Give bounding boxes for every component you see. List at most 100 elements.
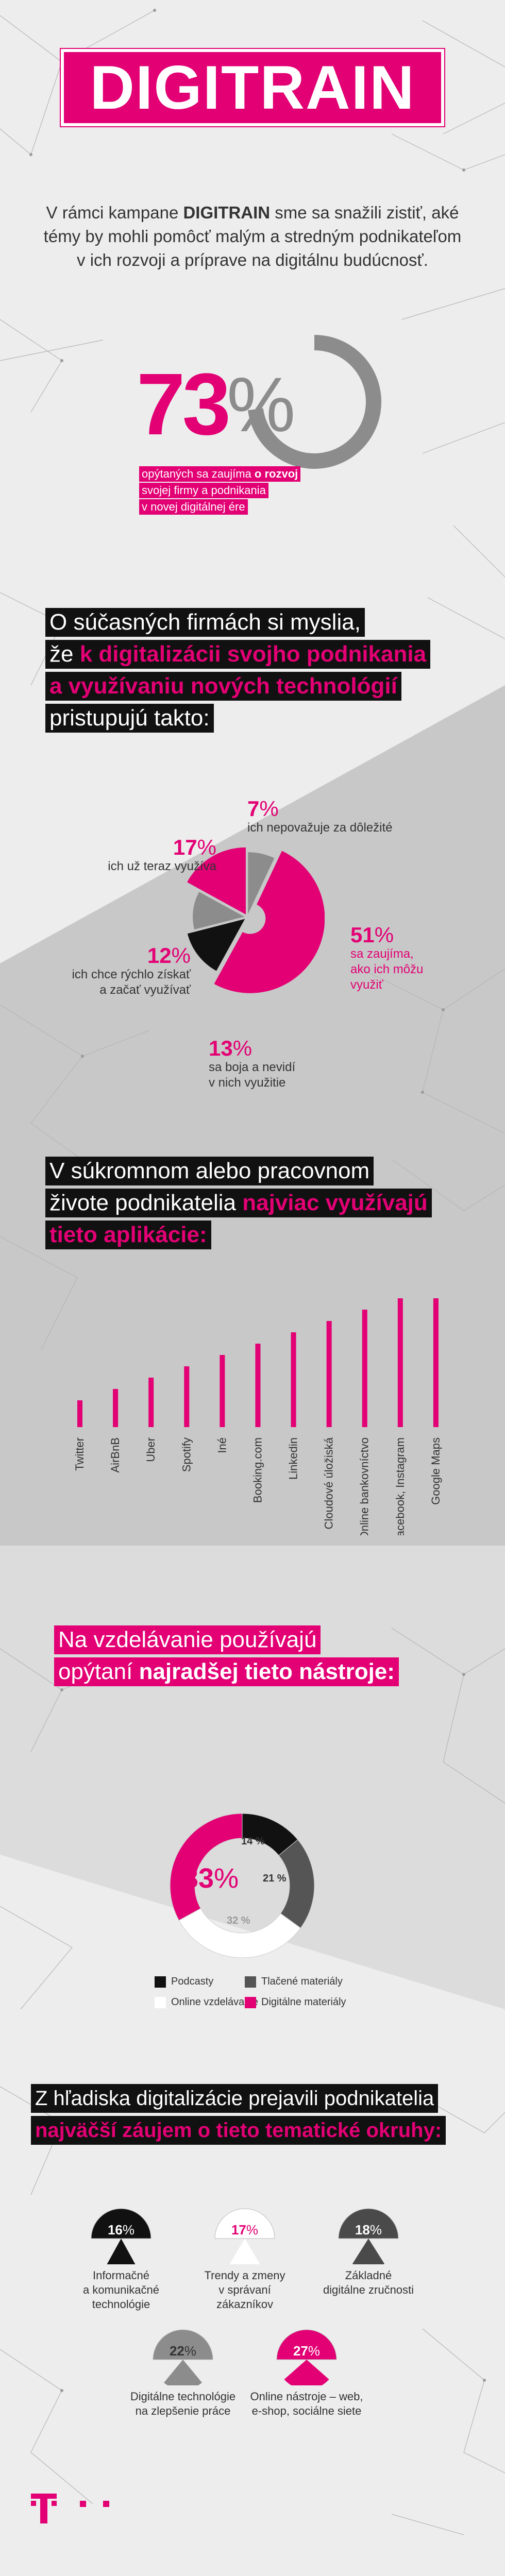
intro-bold: DIGITRAIN bbox=[183, 203, 271, 222]
topic-icon-18: 18% bbox=[338, 2208, 399, 2264]
bar-label-2: Uber bbox=[144, 1437, 157, 1462]
topic-label-22: Digitálne technológie na zlepšenie práce bbox=[130, 2390, 236, 2417]
title-banner: DIGITRAIN bbox=[61, 49, 444, 126]
pie-label-12: 12% ich chce rýchlo získať a začať využí… bbox=[72, 943, 191, 997]
topic-16: 16% Informačné a komunikačné technológie bbox=[59, 2208, 183, 2312]
intro-text: V rámci kampane DIGITRAIN sme sa snažili… bbox=[41, 201, 464, 272]
stat-percent-sign: % bbox=[227, 361, 296, 448]
topic-top-22 bbox=[153, 2329, 213, 2360]
topic-wedge-18 bbox=[352, 2239, 385, 2264]
bar-4 bbox=[220, 1355, 225, 1427]
pie-chart bbox=[187, 847, 325, 993]
bar-10 bbox=[433, 1298, 439, 1427]
topic-wedge-16 bbox=[107, 2239, 136, 2264]
bar-2 bbox=[148, 1378, 154, 1427]
bar-label-4: Iné bbox=[215, 1437, 228, 1453]
pie-slice-7 bbox=[248, 852, 275, 914]
bar-label-8: Online bankovníctvo bbox=[358, 1437, 371, 1535]
topic-wedge-22 bbox=[164, 2360, 202, 2385]
section2-heading: V súkromnom alebo pracovnom živote podni… bbox=[45, 1157, 468, 1252]
topic-value-16: 16% bbox=[108, 2222, 134, 2238]
topic-wedge-27 bbox=[284, 2360, 329, 2385]
topic-18: 18% Základné digitálne zručnosti bbox=[307, 2208, 430, 2297]
pie-slice-12 bbox=[193, 892, 245, 930]
legend-podcasty: Podcasty bbox=[155, 1976, 268, 1988]
topic-icon-27: 27% bbox=[276, 2329, 337, 2385]
section1-heading: O súčasných firmách si myslia, že k digi… bbox=[45, 608, 468, 736]
topic-label-16: Informačné a komunikačné technológie bbox=[83, 2269, 159, 2311]
topic-top-16 bbox=[91, 2208, 152, 2239]
bar-5 bbox=[255, 1344, 261, 1427]
topic-value-17: 17% bbox=[231, 2222, 258, 2238]
section3-line1: Na vzdelávanie používajú bbox=[54, 1625, 321, 1654]
topic-label-17: Trendy a zmeny v správaní zákazníkov bbox=[204, 2269, 285, 2311]
pie-label-13: 13% sa boja a nevidí v nich využitie bbox=[209, 1036, 296, 1090]
pie-label-51: 51% sa zaujíma, ako ich môžu využiť bbox=[350, 923, 424, 992]
legend-online: Online vzdelávanie bbox=[155, 1996, 268, 2008]
topic-top-17 bbox=[214, 2208, 275, 2239]
bar-label-9: Facebook, Instagram bbox=[394, 1437, 407, 1535]
donut-label-32: 32 % bbox=[227, 1915, 250, 1926]
topic-value-18: 18% bbox=[355, 2222, 382, 2238]
legend-tlacene: Tlačené materiály bbox=[245, 1976, 358, 1988]
bar-7 bbox=[326, 1321, 332, 1427]
page-title: DIGITRAIN bbox=[90, 53, 415, 122]
legend-digitalne: Digitálne materiály bbox=[245, 1996, 358, 2008]
education-donut-chart bbox=[170, 1813, 315, 1958]
topic-22: 22% Digitálne technológie na zlepšenie prá… bbox=[121, 2329, 245, 2418]
section1-line4: pristupujú takto: bbox=[45, 704, 214, 733]
topic-17: 17% Trendy a zmeny v správaní zákazníkov bbox=[183, 2208, 307, 2312]
section2-line2: živote podnikatelia najviac využívajú bbox=[45, 1189, 432, 1217]
topic-label-18: Základné digitálne zručnosti bbox=[323, 2269, 414, 2296]
topic-27: 27% Online nástroje – web, e-shop, sociáln… bbox=[245, 2329, 368, 2418]
section2-line1: V súkromnom alebo pracovnom bbox=[45, 1157, 374, 1185]
intro-before: V rámci kampane bbox=[46, 203, 183, 222]
section1-line2: že k digitalizácii svojho podnikania bbox=[45, 640, 431, 669]
donut-segment-2 bbox=[178, 1908, 301, 1958]
stat-caption-line3: v novej digitálnej ére bbox=[139, 499, 248, 515]
topic-value-27: 27% bbox=[293, 2343, 320, 2359]
topic-label-27: Online nástroje – web, e-shop, sociálne s… bbox=[250, 2390, 363, 2417]
donut-label-14: 14 % bbox=[241, 1836, 265, 1847]
bar-6 bbox=[291, 1332, 296, 1427]
intro-after: sme sa snažili zistiť, aké témy by mohli… bbox=[43, 203, 462, 269]
bar-3 bbox=[184, 1366, 190, 1427]
bar-9 bbox=[397, 1298, 403, 1427]
bar-1 bbox=[113, 1389, 119, 1427]
donut-label-33: 33% bbox=[183, 1863, 239, 1894]
section4-line1: Z hľadiska digitalizácie prejavili podni… bbox=[31, 2084, 439, 2113]
pie-label-7: 7% ich nepovažuje za dôležité bbox=[247, 796, 393, 835]
bar-label-7: Cloudové úložiská bbox=[323, 1437, 335, 1529]
stat-number: 73 bbox=[137, 355, 231, 453]
section1-line1: O súčasných firmách si myslia, bbox=[45, 608, 365, 637]
topic-top-27 bbox=[276, 2329, 337, 2360]
topic-icon-16: 16% bbox=[91, 2208, 152, 2264]
donut-label-21: 21 % bbox=[263, 1873, 287, 1884]
section2-line3: tieto aplikácie: bbox=[45, 1221, 211, 1249]
topic-value-22: 22% bbox=[170, 2343, 196, 2359]
topic-wedge-17 bbox=[229, 2239, 260, 2264]
stat-caption-line2: svojej firmy a podnikania bbox=[139, 483, 268, 498]
section3-line2: opýtaní najradšej tieto nástroje: bbox=[54, 1657, 399, 1686]
pie-slice-17 bbox=[187, 847, 246, 914]
section1-line3: a využívaniu nových technológií bbox=[45, 672, 401, 701]
telekom-t-logo-icon bbox=[31, 2494, 109, 2523]
topic-icon-17: 17% bbox=[214, 2208, 275, 2264]
topic-icon-22: 22% bbox=[153, 2329, 213, 2385]
pie-slice-51 bbox=[214, 851, 325, 993]
apps-bar-chart: Twitter AirBnB Uber Spotify Iné Booking.com Li… bbox=[73, 1298, 442, 1535]
section4-line2: najväčší záujem o tieto tematické okruhy… bbox=[31, 2116, 446, 2145]
bar-label-6: Linkedin bbox=[287, 1437, 300, 1480]
bar-8 bbox=[362, 1310, 367, 1427]
bar-label-1: AirBnB bbox=[109, 1437, 122, 1472]
bar-0 bbox=[77, 1400, 82, 1427]
donut-segment-3 bbox=[170, 1813, 243, 1921]
pie-slice-13 bbox=[187, 919, 245, 971]
topic-top-18 bbox=[338, 2208, 399, 2239]
bar-label-10: Google Maps bbox=[429, 1437, 442, 1505]
stat-caption-line1: opýtaných sa zaujíma o rozvoj bbox=[139, 466, 301, 482]
section3-heading: Na vzdelávanie používajú opýtaní najradš… bbox=[54, 1625, 477, 1689]
bar-label-3: Spotify bbox=[180, 1437, 193, 1472]
bar-label-5: Booking.com bbox=[251, 1437, 264, 1503]
section4-heading: Z hľadiska digitalizácie prejavili podni… bbox=[31, 2084, 484, 2148]
